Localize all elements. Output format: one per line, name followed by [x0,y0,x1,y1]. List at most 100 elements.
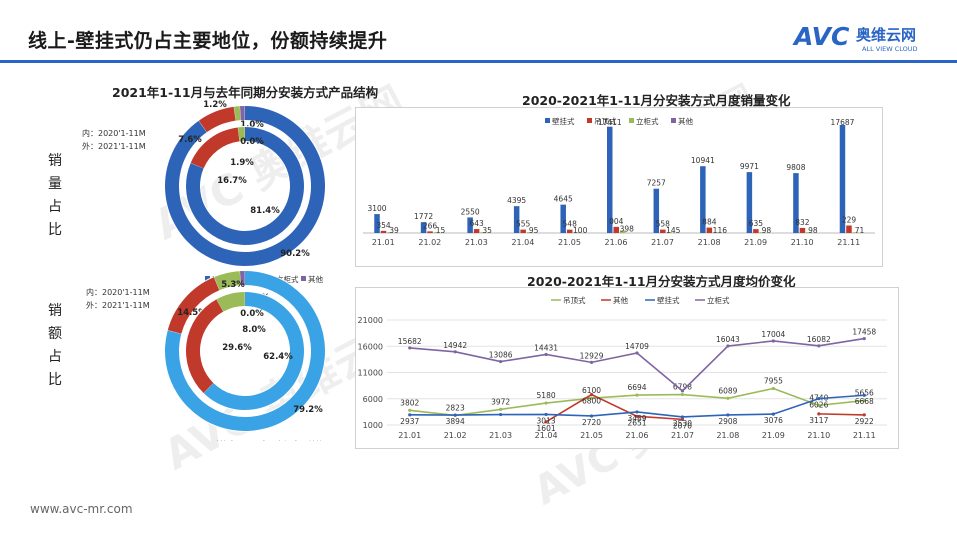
line-xtick-10: 21.11 [853,431,876,440]
bar-0-8 [746,172,753,233]
value-outer-label-0: 79.2% [293,405,323,415]
line-label-3-9: 16082 [807,335,831,344]
line-point-0-5 [635,393,639,397]
bar-2-10 [852,232,859,233]
bar-0-9 [793,173,799,233]
bar-1-4 [566,229,573,233]
bar-label-0-6: 7257 [647,179,666,188]
line-point-3-5 [635,351,639,355]
bar-2-0 [387,232,393,233]
bar-1-8 [753,229,759,233]
donut1-inner-note: 内：2020'1-11M [82,129,146,138]
value-inner-label-3: 0.0% [240,309,264,319]
volume-outer-slice-2 [233,106,241,121]
line-point-0-10 [862,398,866,403]
line-point-2-7 [726,413,730,417]
line-point-2-4 [589,414,594,418]
bar-0-4 [560,204,566,233]
value-inner-slice-2 [216,292,245,312]
line-label-0-0: 3802 [400,398,419,407]
volume-outer-label-2: 1.2% [203,100,227,110]
line-point-0-7 [726,396,730,400]
logo-brand-letters: AVC [792,22,850,51]
footer-url: www.avc-mr.com [30,502,133,516]
line-point-3-8 [771,339,775,343]
volume-inner-slice-2 [237,127,245,142]
value-inner-label-0: 62.4% [263,352,293,362]
line-label-0-5: 6694 [627,383,646,392]
line-chart: 1000 6000 11000 16000 21000 吊顶式 其他 壁挂式 立柜式 3802 28… [358,295,887,440]
line-label-2-3: 3013 [537,416,556,425]
bar-legend-label-3: 其他 [678,116,693,126]
line-ytick-4: 21000 [358,316,383,325]
line-point-2-8 [771,412,775,416]
line-label-3-7: 16043 [716,335,740,344]
bar-xtick-3: 21.04 [511,238,534,247]
donut1-outer-note: 外：2021'1-11M [82,142,146,151]
logo-en-name: ALL VIEW CLOUD [862,45,918,53]
bar-0-6 [653,188,660,233]
donut-charts: 90.2% 7.6% 1.2% 1.0% 81.4% 16.7% 1.9% 0.0% 壁挂式 吊顶… [164,100,326,441]
value-inner-slice-0 [203,292,304,410]
bar-0-7 [700,166,706,233]
bar-1-2 [473,229,480,233]
bar-1-3 [520,229,526,233]
value-legend-label-0: 壁挂式 [212,439,235,441]
volume-legend-swatch-0 [205,276,210,281]
line-point-3-6 [680,389,685,393]
bar-label-2-2: 35 [482,226,492,235]
line-label-3-10: 17458 [852,328,876,337]
line-point-3-9 [817,344,821,348]
line-point-1-5 [635,414,639,418]
bar-0-1 [420,222,427,233]
line-label-3-5: 14709 [625,342,649,351]
donut2-inner-note: 内：2020'1-11M [86,288,150,297]
bar-1-7 [706,227,713,233]
line-label-3-3: 14431 [534,343,558,352]
line-label-0-10: 5656 [855,389,874,398]
bar-label-1-6: 558 [656,220,671,229]
line-point-3-3 [544,352,548,357]
bar-xtick-9: 21.10 [791,238,814,247]
bar-label-2-7: 116 [713,226,728,235]
bar-xtick-7: 21.08 [698,238,721,247]
line-point-2-0 [408,413,412,417]
value-legend-label-1: 吊顶式 [244,439,267,441]
bar-label-1-4: 548 [563,220,578,229]
line-label-1-3: 1601 [537,424,556,433]
value-outer-slice-1 [167,277,220,334]
line-point-0-4 [589,396,594,400]
line-xtick-6: 21.07 [671,431,694,440]
bar-label-1-7: 884 [702,218,717,227]
bar-xtick-10: 21.11 [837,238,860,247]
line-label-2-0: 2937 [400,417,419,426]
bar-legend-swatch-0 [545,118,550,123]
line-point-3-2 [499,359,503,364]
bar-xtick-0: 21.01 [372,238,395,247]
line-xtick-0: 21.01 [398,431,421,440]
line-point-3-1 [453,350,457,354]
bar-label-2-6: 145 [666,226,681,235]
header-divider [0,60,957,63]
bar-xtick-4: 21.05 [558,238,581,247]
value-outer-label-1: 14.5% [177,308,207,318]
line-label-0-7: 6089 [718,386,737,395]
line-label-2-5: 3489 [627,414,646,423]
line-label-2-9: 6026 [809,401,828,410]
bar-label-1-0: 354 [376,221,391,230]
bar-label-0-1: 1772 [414,212,433,221]
line-label-2-4: 2720 [582,418,601,427]
line-label-3-4: 12929 [580,351,604,360]
volume-outer-slice-1 [198,106,236,133]
line-label-0-8: 7955 [764,376,783,385]
bar-label-1-10: 229 [842,215,857,224]
line-label-2-8: 3076 [764,416,783,425]
line-point-2-1 [453,413,457,417]
bar-label-0-10: 17687 [831,118,855,127]
bar-1-10 [846,225,852,233]
bar-label-2-9: 98 [808,226,818,235]
bar-0-2 [467,217,473,233]
bar-1-0 [380,230,387,233]
bar-0-10 [839,125,846,233]
